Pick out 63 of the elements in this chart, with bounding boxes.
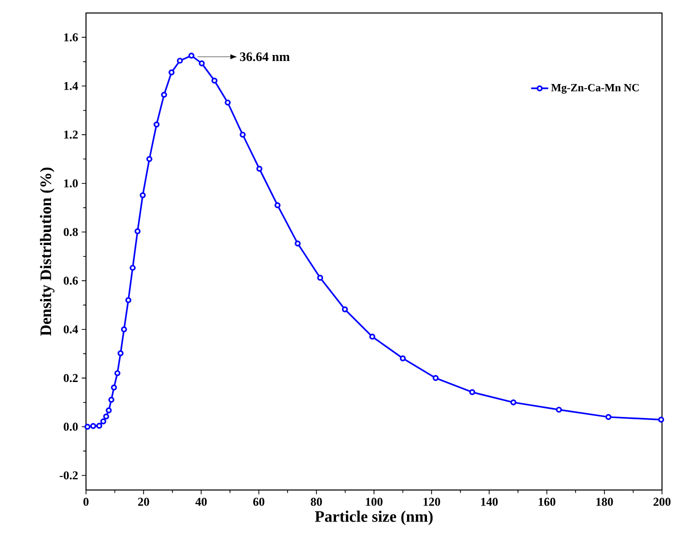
x-tick-label: 180 <box>596 498 613 506</box>
x-tick-label: 100 <box>366 498 383 506</box>
x-tick-label: 80 <box>310 498 322 506</box>
point <box>96 422 102 429</box>
point <box>134 228 141 234</box>
x-tick-label: 20 <box>138 498 150 506</box>
point <box>125 297 132 304</box>
point <box>140 192 146 198</box>
point <box>121 326 128 332</box>
x-axis-title: Particle size (nm) <box>314 510 433 526</box>
y-tick-label: 0.4 <box>64 325 78 334</box>
y-tick-label: 1.2 <box>64 130 78 139</box>
point <box>224 100 231 106</box>
point <box>294 240 301 246</box>
point <box>400 355 406 362</box>
x-tick-label: 140 <box>481 498 498 506</box>
point <box>90 423 96 429</box>
y-tick-label: 0.2 <box>64 374 78 382</box>
x-tick-label: 0 <box>83 498 89 506</box>
y-tick-label: 1.6 <box>64 33 78 42</box>
point <box>556 406 562 413</box>
point <box>84 424 90 430</box>
point <box>342 306 348 312</box>
x-tick-label: 120 <box>424 498 440 506</box>
point <box>108 396 114 403</box>
y-axis-title: Density Distribution (%) <box>40 168 54 336</box>
point <box>114 370 120 376</box>
point <box>188 52 194 59</box>
x-tick-label: 60 <box>253 498 264 506</box>
x-tick-label: 40 <box>195 498 207 506</box>
y-tick-label: 0.8 <box>64 228 78 236</box>
legend-label: Mg-Zn-Ca-Mn NC <box>551 84 639 94</box>
point <box>432 375 439 382</box>
point <box>605 414 612 420</box>
point <box>146 156 152 162</box>
point <box>103 414 110 420</box>
point <box>274 202 281 208</box>
point <box>110 384 117 391</box>
x-tick-label: 160 <box>538 498 556 506</box>
annotation: 36.64 nm <box>240 52 290 62</box>
point <box>469 389 476 396</box>
point <box>154 121 160 128</box>
point <box>369 334 376 340</box>
point <box>176 58 183 64</box>
y-tick-label: 1.0 <box>64 179 78 188</box>
point <box>211 78 218 84</box>
point <box>168 69 175 76</box>
point <box>106 407 112 414</box>
point <box>118 350 124 356</box>
point <box>240 132 246 138</box>
point <box>510 399 516 406</box>
y-tick-label: 1.4 <box>64 82 78 90</box>
x-tick-label: 200 <box>654 498 671 506</box>
y-tick-label: 0.0 <box>64 422 78 431</box>
point <box>198 60 205 66</box>
y-tick-label: 0.6 <box>64 276 78 285</box>
point <box>658 416 664 423</box>
point <box>161 92 168 98</box>
point <box>256 166 262 172</box>
point <box>130 264 136 271</box>
point <box>317 274 324 281</box>
point <box>100 418 106 424</box>
y-tick-label: -0.2 <box>60 471 78 480</box>
